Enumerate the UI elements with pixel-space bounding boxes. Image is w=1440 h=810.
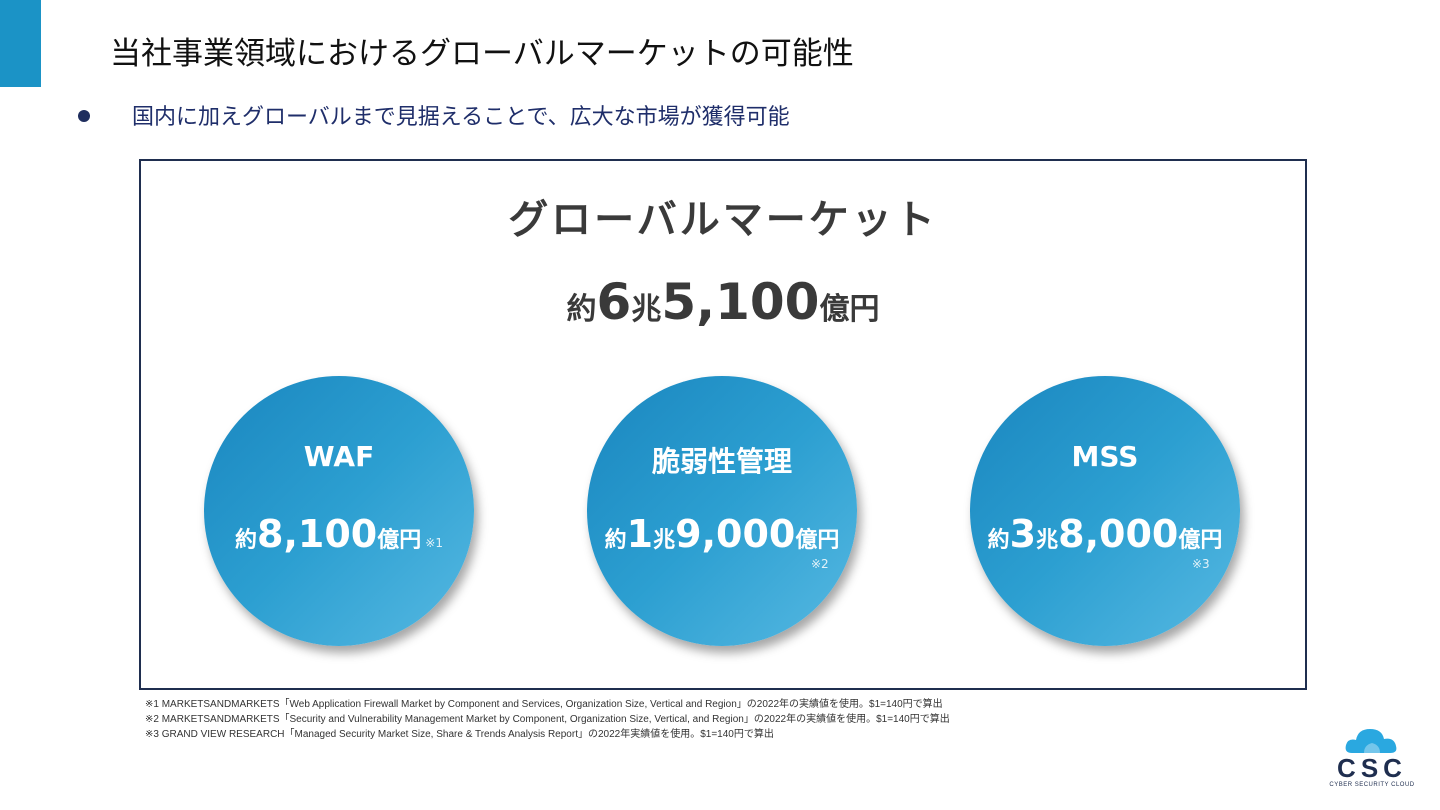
segment-value: 約8,100億円 ※1 bbox=[204, 512, 474, 556]
segment-unit: 億円 bbox=[1178, 528, 1223, 553]
global-market-panel: グローバルマーケット 約6兆5,100億円 WAF 約8,100億円 ※1 脆弱性… bbox=[139, 159, 1307, 690]
title-accent-bar bbox=[0, 0, 41, 87]
segment-trillion-unit: 兆 bbox=[1036, 528, 1059, 553]
market-heading: グローバルマーケット bbox=[508, 197, 938, 243]
total-unit: 億円 bbox=[819, 292, 880, 327]
segment-prefix: 約 bbox=[987, 528, 1010, 553]
total-prefix: 約 bbox=[566, 292, 597, 327]
footnote-3: ※3 GRAND VIEW RESEARCH「Managed Security … bbox=[145, 729, 774, 740]
market-total: 約6兆5,100億円 bbox=[141, 273, 1305, 331]
segment-note: ※2 bbox=[811, 557, 829, 571]
footnote-1: ※1 MARKETSANDMARKETS「Web Application Fir… bbox=[145, 699, 943, 710]
logo-text: CSC bbox=[1337, 753, 1407, 783]
total-trillion-unit: 兆 bbox=[631, 292, 662, 327]
segment-circle-waf: WAF 約8,100億円 ※1 bbox=[204, 376, 474, 646]
segment-value: 約3兆8,000億円 bbox=[970, 512, 1240, 556]
segment-value: 約1兆9,000億円 bbox=[587, 512, 857, 556]
segment-label: WAF bbox=[303, 440, 375, 473]
segment-prefix: 約 bbox=[235, 528, 258, 553]
segment-prefix: 約 bbox=[604, 528, 627, 553]
footnote-2: ※2 MARKETSANDMARKETS「Security and Vulner… bbox=[145, 714, 950, 725]
segment-trillion: 3 bbox=[1009, 512, 1037, 556]
segment-amount: 9,000 bbox=[675, 512, 796, 556]
logo-subtext: CYBER SECURITY CLOUD bbox=[1329, 782, 1415, 788]
segment-label: MSS bbox=[1071, 440, 1139, 473]
segment-note: ※1 bbox=[425, 536, 443, 550]
segment-unit: 億円 bbox=[795, 528, 840, 553]
segment-circle-vulnerability: 脆弱性管理 約1兆9,000億円 ※2 bbox=[587, 376, 857, 646]
company-logo: CSC CYBER SECURITY CLOUD bbox=[1322, 715, 1422, 793]
segment-trillion: 1 bbox=[626, 512, 654, 556]
total-billion: 5,100 bbox=[661, 273, 820, 331]
segment-amount: 8,000 bbox=[1058, 512, 1179, 556]
cloud-icon bbox=[1345, 729, 1397, 753]
summary-bullet: 国内に加えグローバルまで見据えることで、広大な市場が獲得可能 bbox=[78, 99, 790, 131]
segment-unit: 億円 bbox=[377, 528, 422, 553]
total-trillion: 6 bbox=[596, 273, 632, 331]
segment-trillion-unit: 兆 bbox=[653, 528, 676, 553]
page-title: 当社事業領域におけるグローバルマーケットの可能性 bbox=[110, 36, 854, 72]
summary-text: 国内に加えグローバルまで見据えることで、広大な市場が獲得可能 bbox=[132, 105, 790, 130]
footnotes: ※1 MARKETSANDMARKETS「Web Application Fir… bbox=[145, 697, 950, 742]
segment-circle-mss: MSS 約3兆8,000億円 ※3 bbox=[970, 376, 1240, 646]
segment-amount: 8,100 bbox=[257, 512, 378, 556]
bullet-icon bbox=[78, 110, 90, 122]
segment-note: ※3 bbox=[1192, 557, 1210, 571]
segment-label: 脆弱性管理 bbox=[651, 445, 792, 478]
